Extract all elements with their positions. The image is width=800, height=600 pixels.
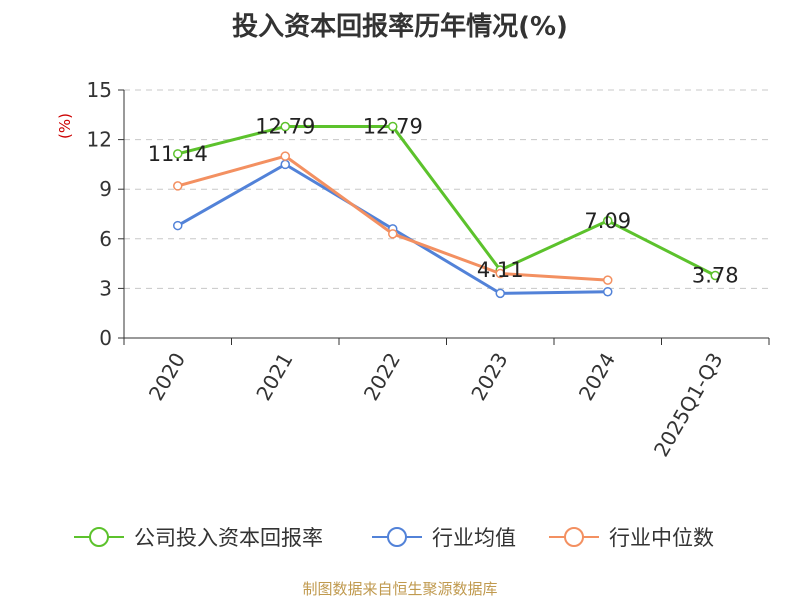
data-source-note: 制图数据来自恒生聚源数据库 xyxy=(302,580,498,598)
x-tick-label: 2021 xyxy=(251,349,297,405)
data-label: 12.79 xyxy=(255,115,315,139)
data-point xyxy=(173,181,183,191)
y-tick-label: 15 xyxy=(87,78,112,102)
series-line-2 xyxy=(177,154,608,282)
y-axis-label: (%) xyxy=(56,113,74,139)
legend-label: 公司投入资本回报率 xyxy=(134,526,323,550)
x-tick-label: 2022 xyxy=(359,349,405,405)
legend-marker xyxy=(387,527,407,547)
data-label: 11.14 xyxy=(148,142,208,166)
data-point xyxy=(388,121,398,132)
data-point xyxy=(173,149,183,159)
data-point xyxy=(280,121,290,132)
data-point xyxy=(388,229,398,239)
data-point xyxy=(173,220,183,231)
series-line-0 xyxy=(177,125,716,277)
legend-marker xyxy=(89,527,109,547)
y-tick-label: 0 xyxy=(99,326,112,350)
data-point xyxy=(710,270,720,281)
x-tick-label: 2023 xyxy=(466,349,512,405)
data-point xyxy=(495,268,505,279)
y-tick-label: 12 xyxy=(87,128,112,152)
legend-label: 行业中位数 xyxy=(609,526,714,550)
data-point xyxy=(280,159,290,170)
legend-label: 行业均值 xyxy=(432,526,516,550)
y-tick-label: 3 xyxy=(99,276,112,300)
data-point xyxy=(603,275,613,285)
y-tick-label: 9 xyxy=(99,177,112,201)
x-tick-label: 2024 xyxy=(574,349,620,405)
data-label: 4.11 xyxy=(477,258,524,282)
data-label: 7.09 xyxy=(584,209,631,233)
data-label: 12.79 xyxy=(363,115,423,139)
data-point xyxy=(495,288,505,299)
data-point xyxy=(603,286,613,297)
x-tick-label: 2025Q1-Q3 xyxy=(649,349,728,461)
data-point xyxy=(280,151,290,161)
data-label: 3.78 xyxy=(692,264,739,288)
y-tick-label: 6 xyxy=(99,227,112,251)
chart-title: 投入资本回报率历年情况(%) xyxy=(232,12,568,42)
legend-marker xyxy=(564,527,584,547)
data-point xyxy=(603,216,613,226)
x-tick-label: 2020 xyxy=(144,349,190,405)
